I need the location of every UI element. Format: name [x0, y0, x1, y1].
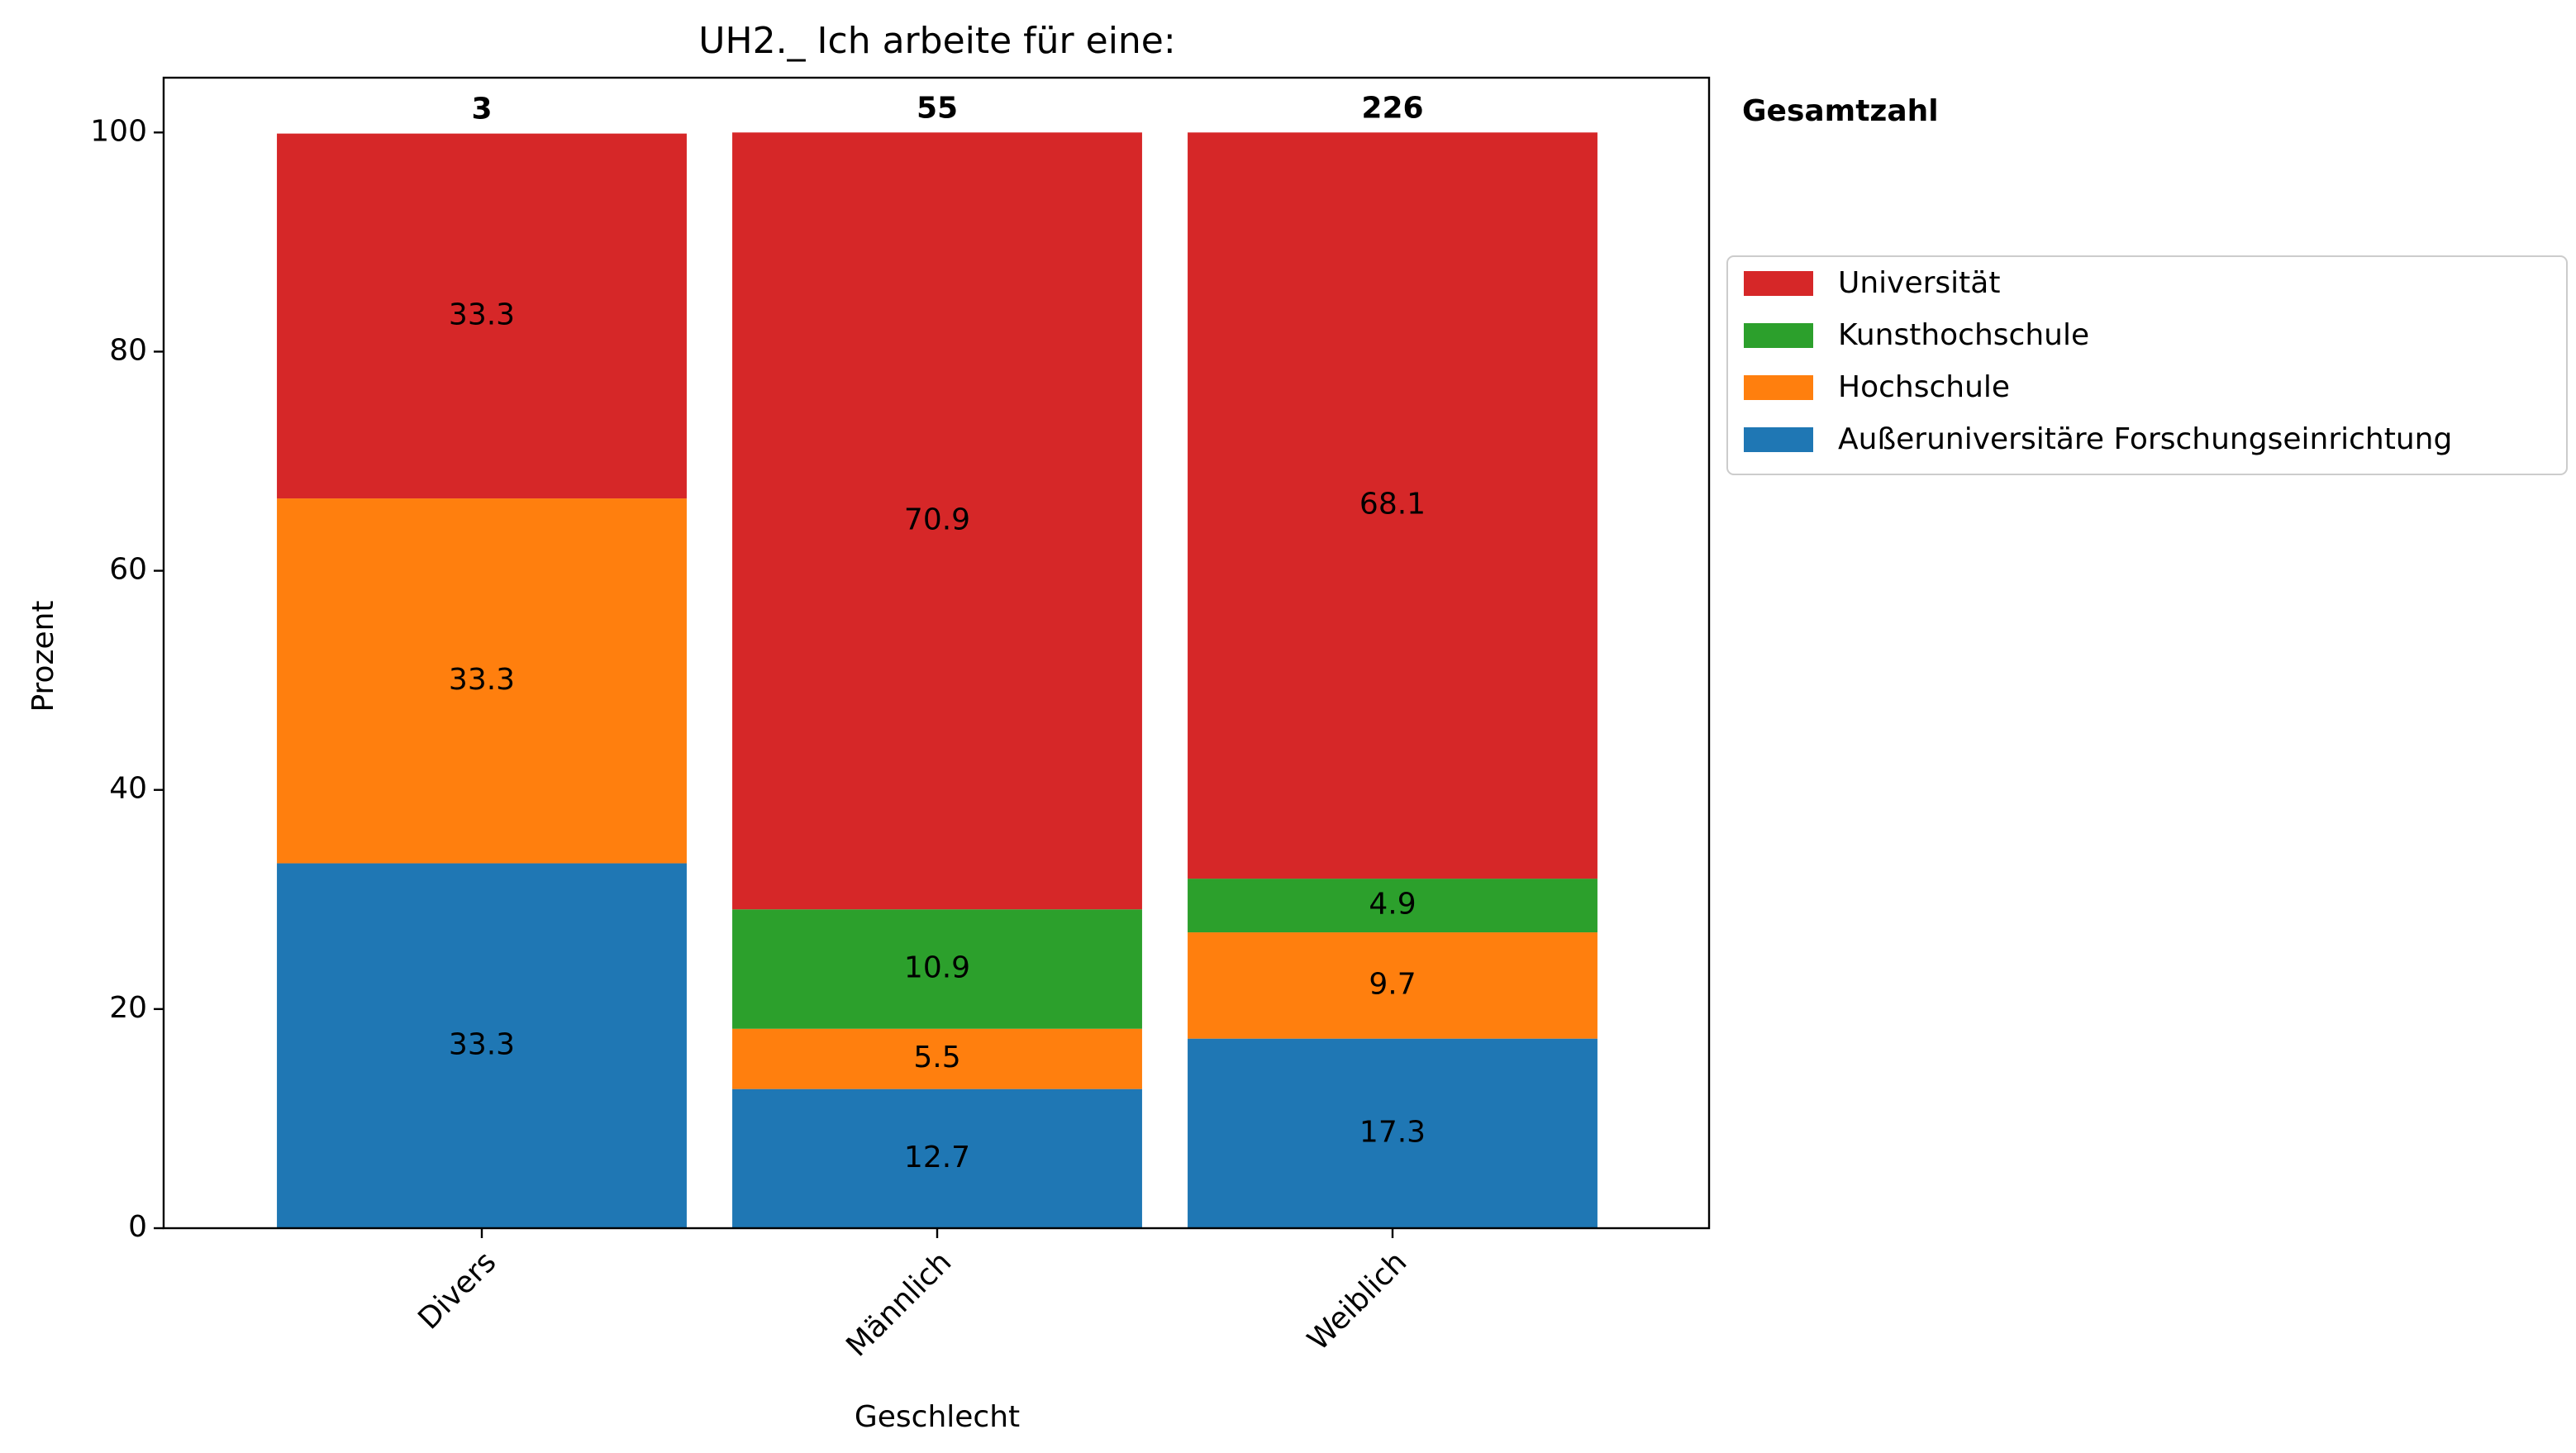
bar-segment	[1188, 1038, 1598, 1228]
bar-segment	[1188, 879, 1598, 933]
total-label: 226	[1361, 91, 1423, 125]
data-label: 33.3	[449, 663, 515, 697]
y-tick-label: 0	[128, 1210, 147, 1244]
bar-segment	[277, 133, 687, 499]
bar-segment	[1188, 132, 1598, 879]
chart-title: UH2._ Ich arbeite für eine:	[698, 20, 1175, 62]
data-label: 33.3	[449, 298, 515, 331]
data-label: 33.3	[449, 1027, 515, 1061]
legend-label: Universität	[1838, 266, 2000, 300]
data-label: 70.9	[904, 503, 970, 536]
bar-segment	[732, 1028, 1142, 1089]
bar-segment	[277, 498, 687, 864]
data-label: 5.5	[913, 1041, 960, 1074]
bar-segment	[1188, 932, 1598, 1039]
y-tick-label: 20	[109, 991, 147, 1025]
y-tick-label: 80	[109, 333, 147, 367]
y-tick-label: 100	[90, 114, 147, 148]
y-tick-label: 60	[109, 553, 147, 587]
data-label: 17.3	[1359, 1115, 1426, 1149]
total-label: 3	[471, 93, 492, 126]
data-label: 10.9	[904, 950, 970, 984]
y-axis-label: Prozent	[26, 600, 60, 712]
legend-label: Außeruniversitäre Forschungseinrichtung	[1838, 422, 2452, 456]
data-label: 9.7	[1369, 967, 1416, 1001]
data-label: 4.9	[1369, 888, 1416, 922]
totals-title: Gesamtzahl	[1742, 94, 1939, 128]
legend-label: Hochschule	[1838, 370, 2010, 404]
legend-swatch	[1744, 375, 1813, 400]
legend-label: Kunsthochschule	[1838, 318, 2089, 352]
legend-swatch	[1744, 323, 1813, 348]
legend-swatch	[1744, 271, 1813, 296]
x-axis-label: Geschlecht	[855, 1400, 1020, 1434]
legend-swatch	[1744, 427, 1813, 452]
bar-segment	[277, 863, 687, 1228]
legend-box	[1726, 255, 2568, 475]
y-tick-label: 40	[109, 772, 147, 806]
bar-segment	[732, 1089, 1142, 1228]
plot	[277, 132, 1598, 1228]
bar-segment	[732, 909, 1142, 1029]
bar-segment	[732, 132, 1142, 910]
data-label: 68.1	[1359, 488, 1426, 522]
data-label: 12.7	[904, 1141, 970, 1174]
total-label: 55	[917, 91, 958, 125]
